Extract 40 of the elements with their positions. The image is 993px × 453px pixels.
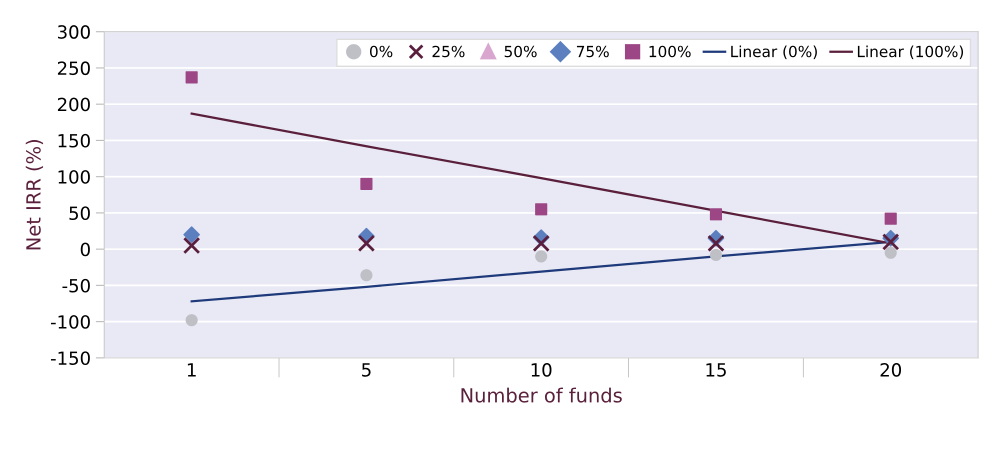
y-tick-label: 200 <box>58 98 90 112</box>
point <box>884 246 897 259</box>
point <box>884 212 897 225</box>
legend-label: Linear (100%) <box>858 45 964 60</box>
point <box>535 203 548 216</box>
y-tick-label: -100 <box>50 315 90 329</box>
point <box>186 71 198 84</box>
point <box>707 234 725 252</box>
legend-label: 75% <box>576 46 609 58</box>
x-tick-label: 15 <box>706 363 726 377</box>
legend-label: 100% <box>650 46 691 58</box>
point <box>186 314 198 326</box>
point <box>532 234 550 252</box>
x-tick-label: 1 <box>188 363 196 376</box>
point <box>183 226 200 243</box>
point <box>710 208 722 220</box>
point <box>710 248 722 262</box>
y-tick-label: 300 <box>58 25 90 39</box>
x-tick-label: 5 <box>362 363 371 377</box>
y-tick-label: 50 <box>69 206 90 220</box>
y-tick-label: -50 <box>62 278 90 293</box>
y-tick-label: 0 <box>80 242 90 256</box>
x-axis-title: Number of funds <box>462 388 622 403</box>
y-axis-title: Net IRR (%) <box>26 140 44 250</box>
y-tick-label: 150 <box>58 134 90 148</box>
legend-label: 0% <box>370 46 392 58</box>
legend-label: 25% <box>432 46 465 58</box>
x-tick-label: 10 <box>532 363 552 377</box>
y-tick-label: -150 <box>50 351 90 365</box>
point <box>882 233 900 251</box>
y-tick-label: 100 <box>58 170 90 184</box>
point <box>535 250 548 262</box>
legend-label: Linear (0%) <box>731 45 817 60</box>
x-tick-label: 20 <box>880 363 902 377</box>
point <box>360 178 372 190</box>
legend-label: 50% <box>504 46 537 58</box>
y-tick-label: 250 <box>58 61 90 76</box>
point <box>360 269 372 282</box>
point <box>358 234 376 252</box>
point <box>182 236 200 254</box>
